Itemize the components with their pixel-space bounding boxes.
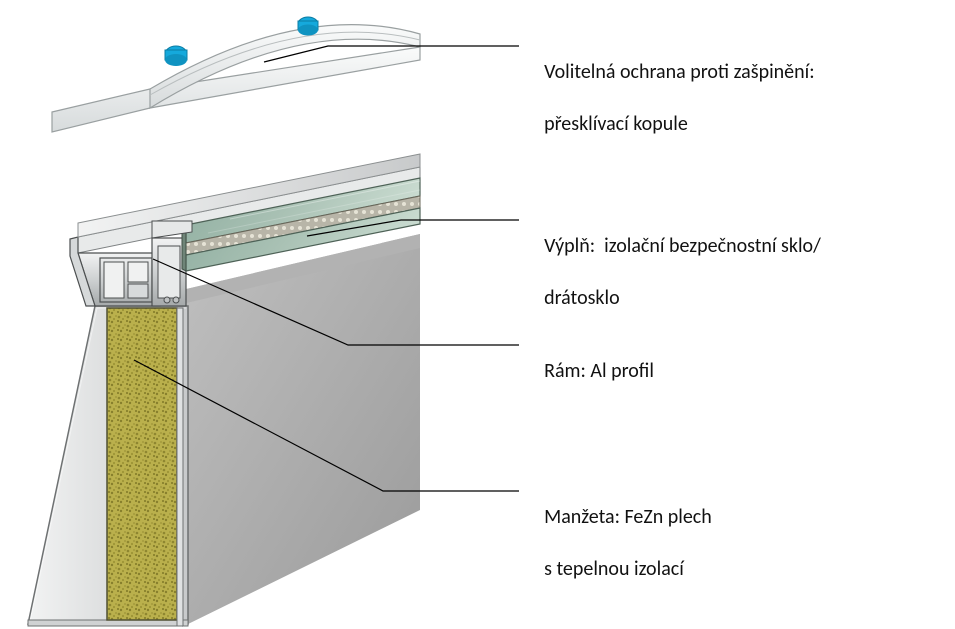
label-line: s tepelnou izolací — [544, 557, 684, 581]
label-line: Manžeta: FeZn plech — [544, 505, 712, 529]
cuff-inner-sheet — [177, 308, 183, 626]
label-line: Rám: Al profil — [544, 359, 654, 383]
dome-cover — [52, 17, 420, 132]
label-line: Výplň: izolační bezpečnostní sklo/ — [544, 234, 821, 258]
label-cuff: Manžeta: FeZn plech s tepelnou izolací — [526, 478, 712, 608]
label-line: drátosklo — [544, 286, 620, 310]
label-line: Volitelná ochrana proti zašpinění: — [544, 60, 814, 84]
label-dome-protection: Volitelná ochrana proti zašpinění: přesk… — [526, 33, 815, 163]
insulation-core — [107, 308, 177, 620]
label-glazing: Výplň: izolační bezpečnostní sklo/ dráto… — [526, 207, 821, 337]
diagram-root: Volitelná ochrana proti zašpinění: přesk… — [0, 0, 955, 629]
interior-void — [182, 234, 420, 627]
label-frame: Rám: Al profil — [526, 332, 654, 410]
label-line: přesklívací kopule — [544, 112, 688, 136]
